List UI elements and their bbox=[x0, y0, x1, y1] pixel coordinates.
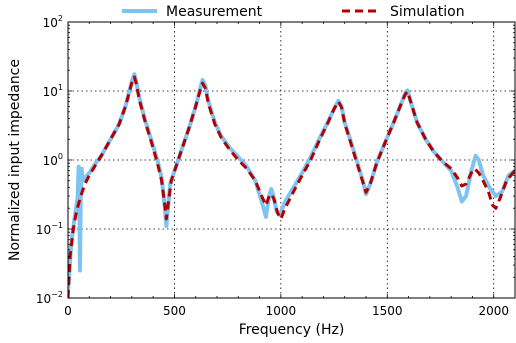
x-tick-label: 0 bbox=[64, 304, 72, 318]
y-tick-label: 10−2 bbox=[36, 290, 63, 306]
x-tick-label: 500 bbox=[163, 304, 186, 318]
series-line-simulation bbox=[68, 75, 515, 298]
legend-label-simulation: Simulation bbox=[390, 4, 465, 20]
y-tick-label: 102 bbox=[43, 14, 63, 30]
y-tick-label: 100 bbox=[43, 152, 63, 168]
series-layer bbox=[68, 72, 515, 298]
plot-frame bbox=[67, 21, 516, 299]
x-axis-label: Frequency (Hz) bbox=[239, 322, 345, 338]
x-tick-label: 2000 bbox=[478, 304, 509, 318]
x-tick-label: 1000 bbox=[266, 304, 297, 318]
grid bbox=[68, 22, 515, 298]
axis-ticks: 0 500 1000 1500 2000 10−2 10−1 100 101 102 bbox=[36, 14, 515, 318]
y-tick-label: 10−1 bbox=[36, 221, 63, 237]
series-line-measurement bbox=[68, 72, 515, 295]
x-tick-label: 1500 bbox=[372, 304, 403, 318]
legend-label-measurement: Measurement bbox=[166, 4, 263, 20]
y-axis-label: Normalized input impedance bbox=[7, 59, 23, 261]
legend: Measurement Simulation bbox=[122, 4, 465, 20]
y-tick-label: 101 bbox=[43, 83, 63, 99]
